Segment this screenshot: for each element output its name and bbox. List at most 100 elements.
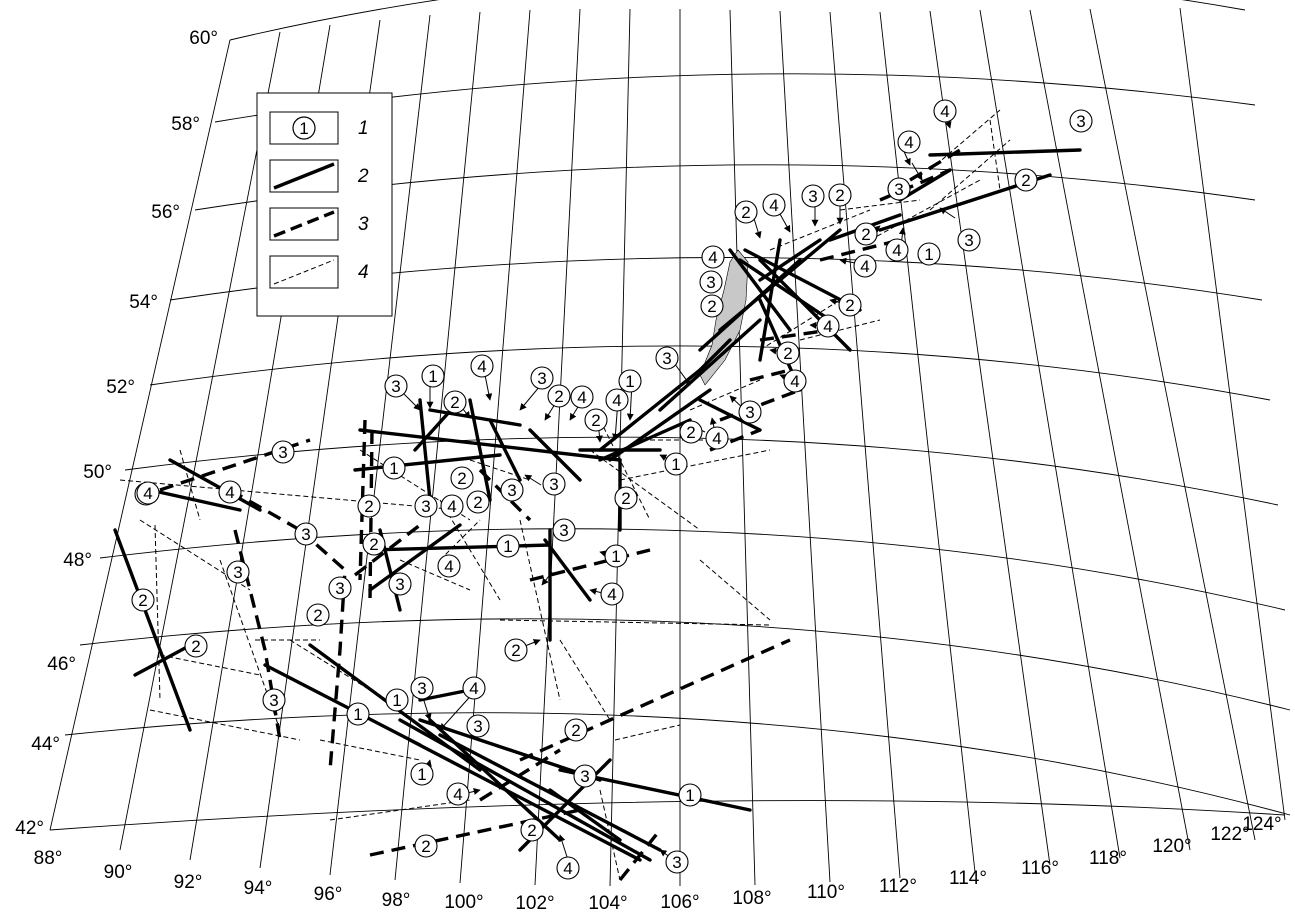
faults-thin-dashed (119, 109, 1011, 881)
marker: 3 (328, 576, 352, 600)
marker: 2 (131, 588, 155, 612)
svg-text:3: 3 (537, 369, 546, 388)
svg-text:2: 2 (707, 297, 716, 316)
svg-text:4: 4 (940, 102, 949, 121)
lon-label-106: 106° (660, 892, 699, 912)
marker: 4 (470, 354, 494, 378)
lon-label-96: 96° (314, 884, 343, 905)
marker: 2 (584, 408, 608, 432)
svg-text:1: 1 (924, 245, 933, 264)
svg-text:2: 2 (511, 641, 520, 660)
svg-text:3: 3 (473, 717, 482, 736)
svg-text:1: 1 (671, 455, 680, 474)
lake-baikal (699, 249, 749, 386)
lat-label-50: 50° (83, 462, 112, 483)
svg-text:3: 3 (507, 481, 516, 500)
marker: 2 (504, 638, 528, 662)
svg-text:3: 3 (395, 575, 404, 594)
lat-label-58: 58° (171, 114, 200, 135)
marker: 1 (496, 534, 520, 558)
lon-label-102: 102° (515, 893, 554, 912)
marker: 2 (614, 486, 638, 510)
legend-index-1: 1 (358, 118, 369, 139)
marker: 4 (762, 193, 786, 217)
svg-text:2: 2 (527, 821, 536, 840)
svg-text:3: 3 (706, 273, 715, 292)
legend-circle-symbol-text: 1 (299, 119, 308, 138)
marker: 2 (828, 183, 852, 207)
svg-text:1: 1 (611, 547, 620, 566)
marker: 1 (604, 544, 628, 568)
marker: 1 (382, 456, 406, 480)
svg-text:2: 2 (369, 535, 378, 554)
svg-text:4: 4 (790, 372, 799, 391)
svg-text:3: 3 (301, 525, 310, 544)
marker: 3 (388, 572, 412, 596)
svg-text:3: 3 (894, 180, 903, 199)
svg-text:3: 3 (808, 187, 817, 206)
marker: 2 (450, 466, 474, 490)
svg-text:4: 4 (453, 785, 462, 804)
legend-circle-symbol (292, 116, 316, 140)
marker: 2 (776, 341, 800, 365)
marker: 4 (885, 238, 909, 262)
svg-text:4: 4 (708, 248, 717, 267)
marker: 2 (414, 834, 438, 858)
lon-label-116: 116° (1021, 858, 1059, 879)
marker: 3 (466, 714, 490, 738)
svg-text:1: 1 (389, 459, 398, 478)
svg-text:2: 2 (457, 469, 466, 488)
marker: 3 (699, 270, 723, 294)
svg-text:4: 4 (477, 357, 486, 376)
lat-label-42: 42° (15, 818, 44, 839)
marker: 2 (547, 384, 571, 408)
svg-text:4: 4 (769, 196, 778, 215)
lon-label-98: 98° (382, 890, 411, 911)
svg-text:2: 2 (861, 225, 870, 244)
svg-text:3: 3 (233, 563, 242, 582)
lat-label-56: 56° (151, 202, 180, 223)
marker: 2 (306, 603, 330, 627)
marker: 1 (346, 702, 370, 726)
marker: 3 (226, 560, 250, 584)
legend-index-3: 3 (358, 214, 369, 235)
svg-text:1: 1 (625, 372, 634, 391)
svg-text:3: 3 (1076, 112, 1085, 131)
lon-label-100: 100° (444, 892, 483, 912)
legend-index-4: 4 (358, 262, 369, 283)
svg-text:3: 3 (421, 497, 430, 516)
latitude-labels: 60° 58° 56° 54° 52° 50° 48° 46° 44° 42° (15, 28, 218, 839)
marker: 4 (446, 782, 470, 806)
marker: 2 (564, 718, 588, 742)
svg-text:1: 1 (392, 691, 401, 710)
svg-text:2: 2 (835, 186, 844, 205)
marker: 3 (573, 764, 597, 788)
marker: 3 (414, 494, 438, 518)
lon-label-92: 92° (174, 872, 203, 893)
svg-text:2: 2 (473, 493, 482, 512)
svg-text:4: 4 (607, 585, 616, 604)
svg-text:4: 4 (712, 429, 721, 448)
lon-label-120: 120° (1152, 836, 1191, 857)
marker: 2 (184, 634, 208, 658)
legend-swatch-4 (269, 255, 339, 289)
marker: 3 (957, 228, 981, 252)
marker: 3 (738, 400, 762, 424)
marker: 3 (410, 676, 434, 700)
svg-text:2: 2 (1021, 171, 1030, 190)
svg-text:2: 2 (364, 497, 373, 516)
marker: 1 (410, 762, 434, 786)
svg-text:3: 3 (559, 521, 568, 540)
marker: 4 (933, 99, 957, 123)
marker: 3 (887, 177, 911, 201)
svg-text:3: 3 (580, 767, 589, 786)
marker: 3 (294, 522, 318, 546)
marker: 4 (462, 676, 486, 700)
svg-text:4: 4 (143, 484, 152, 503)
svg-text:2: 2 (845, 296, 854, 315)
lon-label-114: 114° (949, 868, 987, 889)
svg-text:1: 1 (417, 765, 426, 784)
svg-text:4: 4 (563, 859, 572, 878)
svg-text:3: 3 (417, 679, 426, 698)
